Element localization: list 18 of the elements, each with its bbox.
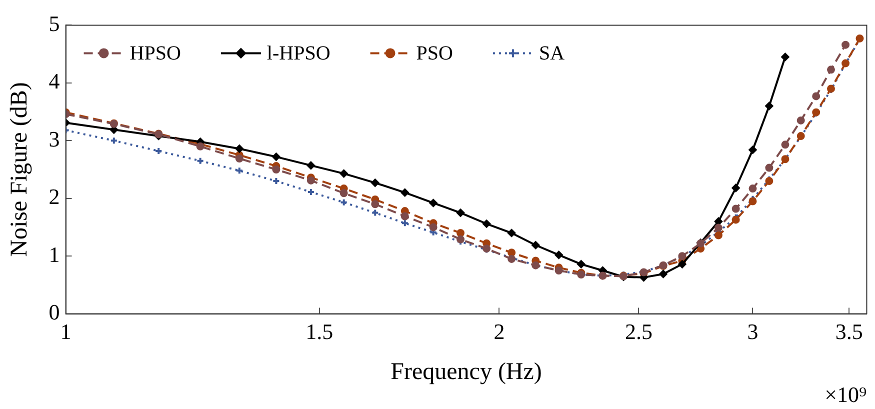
y-tick-label: 2 bbox=[48, 184, 60, 210]
legend-label: PSO bbox=[416, 42, 453, 64]
legend-label: l-HPSO bbox=[266, 42, 330, 64]
y-axis-title: Noise Figure (dB) bbox=[6, 82, 33, 257]
x-tick-label: 1.5 bbox=[306, 318, 334, 344]
legend-label: SA bbox=[538, 42, 566, 64]
y-tick-label: 1 bbox=[48, 242, 60, 267]
x-tick-label: 3.5 bbox=[835, 318, 863, 344]
text: ×10⁹ bbox=[824, 382, 868, 407]
x-axis-title: Frequency (Hz) bbox=[390, 358, 542, 385]
legend-label: HPSO bbox=[130, 42, 181, 64]
x-tick-label: 3 bbox=[747, 318, 758, 344]
x-tick-label: 2.5 bbox=[624, 318, 652, 344]
x-tick-label: 2 bbox=[494, 318, 505, 344]
y-tick-label: 5 bbox=[48, 10, 60, 36]
y-tick-label: 3 bbox=[48, 126, 60, 152]
y-tick-label: 0 bbox=[48, 300, 60, 325]
y-tick-label: 4 bbox=[48, 68, 60, 94]
